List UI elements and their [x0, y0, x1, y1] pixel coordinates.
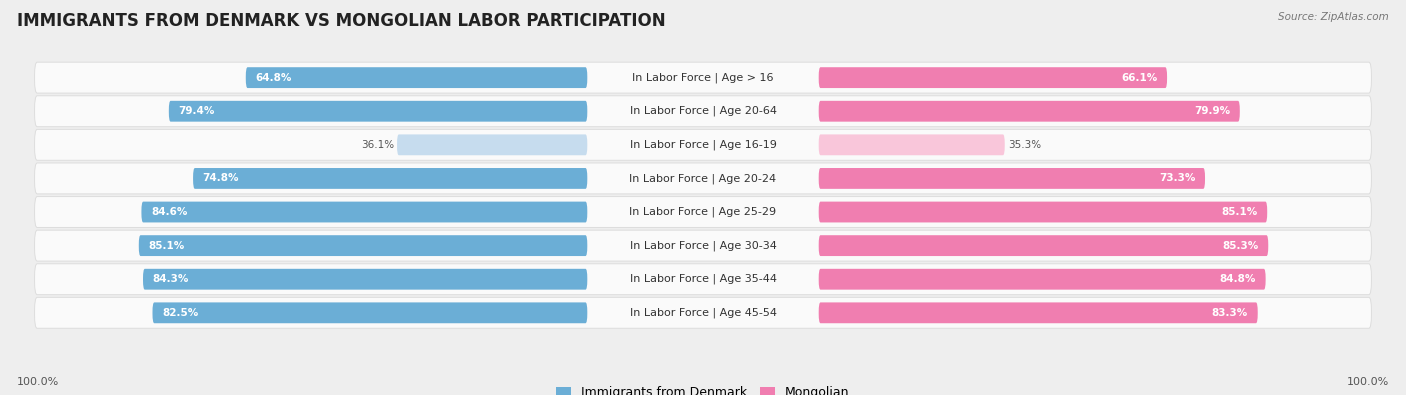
FancyBboxPatch shape: [35, 62, 1371, 93]
Text: 35.3%: 35.3%: [1008, 140, 1040, 150]
Text: 73.3%: 73.3%: [1159, 173, 1195, 183]
Text: In Labor Force | Age 20-64: In Labor Force | Age 20-64: [630, 106, 776, 117]
Text: In Labor Force | Age 25-29: In Labor Force | Age 25-29: [630, 207, 776, 217]
FancyBboxPatch shape: [818, 235, 1268, 256]
Text: In Labor Force | Age 30-34: In Labor Force | Age 30-34: [630, 241, 776, 251]
FancyBboxPatch shape: [818, 101, 1240, 122]
FancyBboxPatch shape: [818, 67, 1167, 88]
Text: IMMIGRANTS FROM DENMARK VS MONGOLIAN LABOR PARTICIPATION: IMMIGRANTS FROM DENMARK VS MONGOLIAN LAB…: [17, 12, 665, 30]
FancyBboxPatch shape: [35, 96, 1371, 127]
FancyBboxPatch shape: [193, 168, 588, 189]
FancyBboxPatch shape: [35, 230, 1371, 261]
Text: In Labor Force | Age 16-19: In Labor Force | Age 16-19: [630, 139, 776, 150]
FancyBboxPatch shape: [246, 67, 588, 88]
Text: 84.8%: 84.8%: [1219, 274, 1256, 284]
Text: 36.1%: 36.1%: [361, 140, 394, 150]
FancyBboxPatch shape: [818, 168, 1205, 189]
Text: 66.1%: 66.1%: [1121, 73, 1157, 83]
Text: 100.0%: 100.0%: [1347, 377, 1389, 387]
Text: 100.0%: 100.0%: [17, 377, 59, 387]
Text: 74.8%: 74.8%: [202, 173, 239, 183]
Text: In Labor Force | Age 35-44: In Labor Force | Age 35-44: [630, 274, 776, 284]
FancyBboxPatch shape: [143, 269, 588, 290]
FancyBboxPatch shape: [35, 130, 1371, 160]
FancyBboxPatch shape: [152, 303, 588, 323]
Text: 82.5%: 82.5%: [162, 308, 198, 318]
FancyBboxPatch shape: [35, 264, 1371, 295]
FancyBboxPatch shape: [818, 134, 1005, 155]
Text: 85.1%: 85.1%: [1222, 207, 1257, 217]
FancyBboxPatch shape: [142, 201, 588, 222]
Text: 64.8%: 64.8%: [256, 73, 292, 83]
FancyBboxPatch shape: [139, 235, 588, 256]
FancyBboxPatch shape: [169, 101, 588, 122]
FancyBboxPatch shape: [396, 134, 588, 155]
FancyBboxPatch shape: [818, 303, 1258, 323]
Text: 83.3%: 83.3%: [1212, 308, 1249, 318]
Text: In Labor Force | Age 45-54: In Labor Force | Age 45-54: [630, 308, 776, 318]
FancyBboxPatch shape: [818, 201, 1267, 222]
Text: In Labor Force | Age 20-24: In Labor Force | Age 20-24: [630, 173, 776, 184]
FancyBboxPatch shape: [35, 197, 1371, 228]
FancyBboxPatch shape: [818, 269, 1265, 290]
Text: 79.4%: 79.4%: [179, 106, 215, 116]
Text: 79.9%: 79.9%: [1194, 106, 1230, 116]
FancyBboxPatch shape: [35, 163, 1371, 194]
Text: 84.3%: 84.3%: [153, 274, 188, 284]
Text: 85.3%: 85.3%: [1222, 241, 1258, 250]
Text: 84.6%: 84.6%: [150, 207, 187, 217]
Legend: Immigrants from Denmark, Mongolian: Immigrants from Denmark, Mongolian: [551, 381, 855, 395]
Text: Source: ZipAtlas.com: Source: ZipAtlas.com: [1278, 12, 1389, 22]
Text: 85.1%: 85.1%: [149, 241, 184, 250]
FancyBboxPatch shape: [35, 297, 1371, 328]
Text: In Labor Force | Age > 16: In Labor Force | Age > 16: [633, 72, 773, 83]
